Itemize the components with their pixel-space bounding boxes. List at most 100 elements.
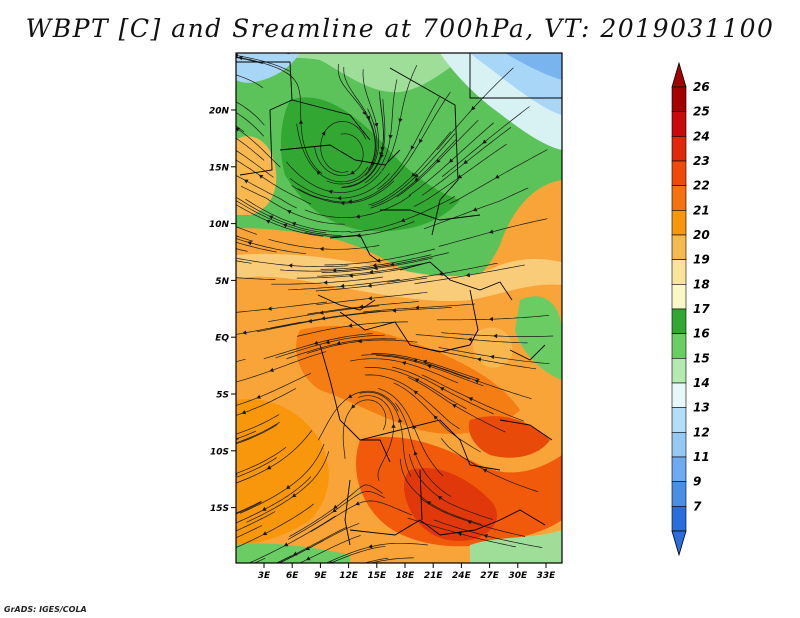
streamline: [433, 519, 543, 548]
colorbar-bottom-arrow: [671, 530, 687, 557]
streamline: [368, 131, 452, 206]
streamline-arrow: [379, 152, 384, 157]
country-borders: [236, 53, 562, 546]
streamline-arrow: [210, 578, 215, 582]
streamline: [236, 260, 252, 264]
streamline-arrow: [222, 479, 227, 483]
lat-tick-label: EQ: [215, 334, 229, 344]
streamline-arrow: [207, 67, 211, 71]
streamline: [236, 57, 263, 65]
colorbar-label: 19: [693, 253, 710, 267]
streamline-arrow: [202, 211, 207, 215]
streamline-arrow: [329, 560, 333, 563]
colorbar-swatch: [671, 86, 687, 112]
streamline: [363, 557, 389, 563]
colorbar-swatch: [671, 358, 687, 384]
streamline-arrow: [267, 306, 272, 311]
streamline: [246, 451, 330, 523]
streamline-arrow: [411, 172, 416, 177]
lon-tick-label: 15E: [367, 571, 387, 581]
streamline: [236, 421, 280, 444]
streamline: [239, 443, 325, 514]
streamline-arrow: [224, 143, 229, 147]
lon-tick-label: 6E: [286, 571, 299, 581]
streamline-arrow: [426, 501, 432, 506]
streamline-arrow: [206, 522, 211, 526]
streamline-arrow: [471, 105, 476, 111]
grads-credit: GrADS: IGES/COLA: [4, 605, 87, 614]
streamline-arrow: [457, 532, 462, 537]
streamline-arrow: [388, 134, 393, 140]
streamline: [304, 195, 412, 219]
streamline: [287, 491, 385, 540]
lon-tick-label: 21E: [424, 571, 444, 581]
streamline-arrow: [439, 387, 445, 391]
streamline: [236, 112, 264, 137]
streamline-arrow: [204, 52, 208, 56]
streamline-arrow: [391, 423, 396, 428]
colorbar-swatch: [671, 284, 687, 310]
streamline-arrow: [357, 338, 362, 344]
streamline-arrow: [215, 102, 220, 106]
streamline-arrow: [414, 173, 419, 178]
streamline: [297, 321, 408, 337]
streamline-arrow: [307, 318, 313, 324]
streamline-arrow: [398, 118, 403, 123]
streamline-arrow: [419, 138, 423, 144]
streamline: [236, 127, 281, 168]
streamline-arrow: [321, 316, 326, 321]
streamline: [414, 264, 525, 285]
longitude-axis: 3E 6E 9E 12E 15E 18E 21E 24E 27E 30E 33E: [258, 563, 556, 581]
wbpt-field: [236, 53, 562, 563]
colorbar-label: 16: [693, 327, 710, 341]
streamline-arrow: [467, 337, 472, 342]
lat-tick-label: 10N: [209, 220, 230, 230]
streamline: [440, 438, 539, 493]
streamline-arrow: [398, 418, 403, 423]
streamline-arrow: [319, 310, 324, 315]
streamline-arrow: [313, 340, 319, 345]
streamline-arrow: [321, 131, 326, 136]
colorbar-swatch: [671, 407, 687, 433]
latitude-axis: 20N 15N 10N 5N EQ 5S 10S 15S: [209, 107, 236, 514]
streamline-arrow: [269, 367, 274, 372]
streamline: [296, 123, 369, 183]
streamline-arrow: [243, 179, 249, 184]
streamline: [236, 525, 263, 539]
streamline: [253, 557, 266, 563]
streamline-arrow: [265, 219, 271, 224]
streamline: [371, 353, 480, 380]
streamline: [236, 137, 265, 161]
colorbar-label: 23: [693, 154, 710, 168]
streamline-arrow: [266, 465, 272, 470]
colorbar-swatch: [671, 259, 687, 285]
streamline-arrow: [340, 283, 345, 289]
streamline-arrow: [262, 531, 268, 536]
streamline-arrow: [347, 394, 353, 398]
streamline-arrow: [237, 577, 242, 581]
streamline: [236, 257, 349, 268]
streamline-arrow: [242, 330, 247, 335]
streamline-arrow: [427, 364, 432, 369]
streamline: [236, 235, 239, 237]
colorbar-label: 12: [693, 425, 710, 439]
streamline: [337, 63, 376, 166]
streamline: [236, 500, 262, 514]
streamline-arrow: [400, 218, 406, 223]
streamline: [236, 226, 258, 235]
streamline-arrow: [412, 424, 417, 430]
streamline-arrow: [182, 214, 187, 218]
colorbar-label: 26: [693, 80, 710, 94]
streamline-arrow: [268, 215, 274, 220]
colorbar-label: 22: [693, 179, 710, 193]
lon-tick-label: 27E: [480, 571, 500, 581]
streamline-arrow: [414, 378, 420, 383]
streamline: [256, 312, 368, 333]
streamline-arrow: [465, 272, 471, 278]
colorbar-swatch: [671, 506, 687, 532]
streamline-arrow: [190, 105, 194, 109]
streamline-arrow: [413, 390, 419, 395]
streamline: [236, 457, 277, 478]
lat-tick-label: 5S: [216, 391, 229, 401]
streamline-arrow: [197, 220, 202, 224]
